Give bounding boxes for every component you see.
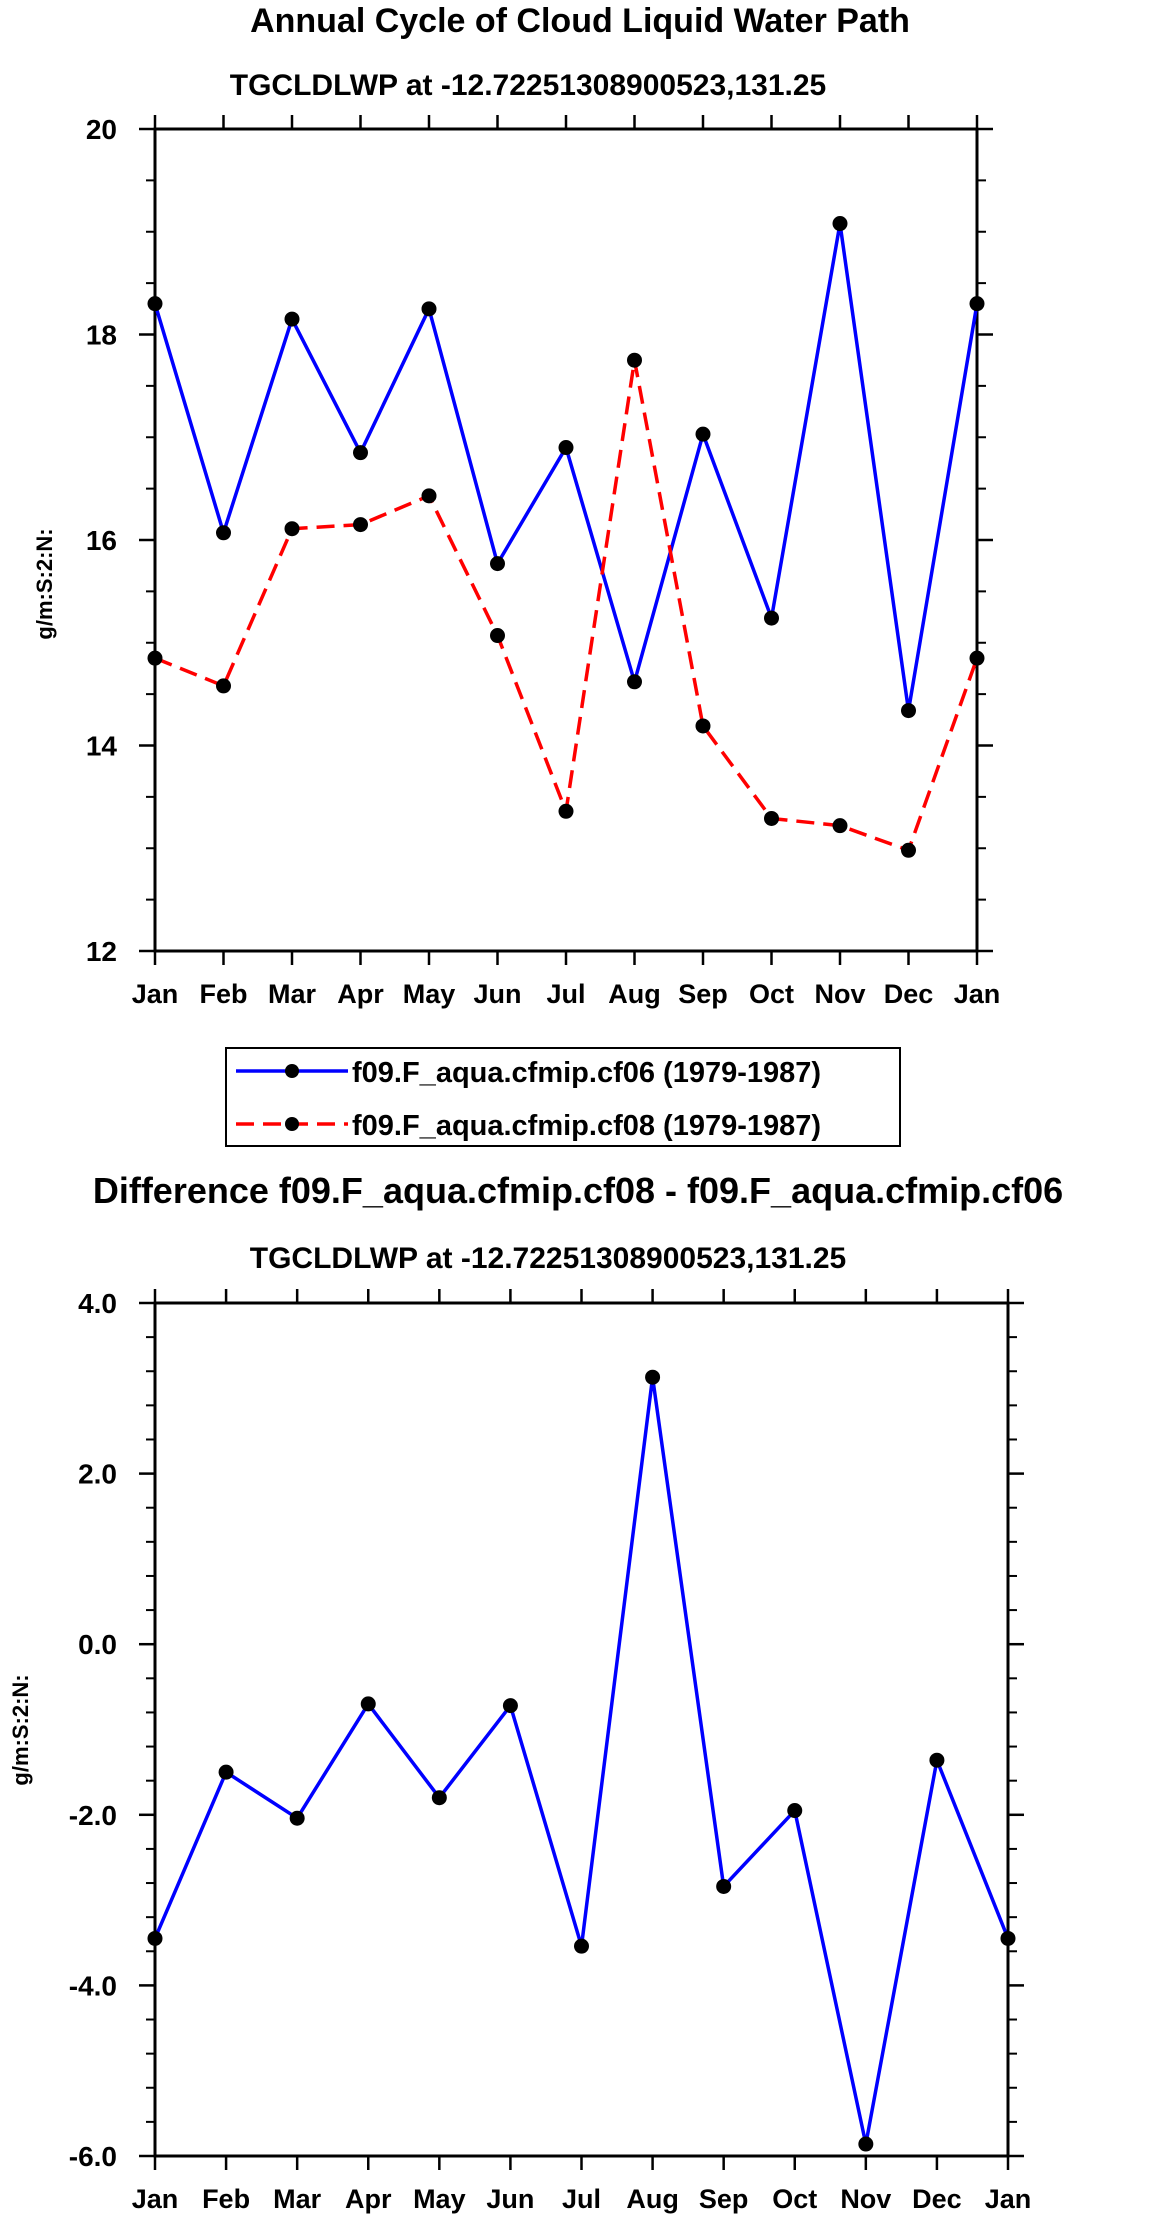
chart2-xtick-label: Aug: [626, 2184, 678, 2214]
chart1-series-1-point: [695, 718, 711, 734]
chart1-ytick-label: 18: [86, 320, 117, 351]
chart1-series-0-point: [284, 311, 300, 327]
chart2-subtitle: TGCLDLWP at -12.72251308900523,131.25: [250, 1242, 846, 1275]
chart1-series-0-point: [147, 296, 163, 312]
chart2-frame: [153, 1301, 1010, 2158]
legend-label-cf08: f09.F_aqua.cfmip.cf08 (1979-1987): [352, 1110, 821, 1142]
chart1-xtick-label: Sep: [678, 979, 728, 1009]
chart2-series-0-point: [502, 1698, 518, 1714]
chart1-series-1-point: [901, 842, 916, 858]
chart1-xtick-label: Mar: [268, 979, 317, 1009]
chart2-ytick-label: -2.0: [69, 1800, 117, 1831]
chart2-xtick-label: Jan: [132, 2184, 179, 2214]
chart1-series-1-point: [558, 803, 574, 819]
chart2-xtick-label: Jul: [562, 2184, 601, 2214]
chart2-series-0-point: [1000, 1930, 1016, 1946]
chart1-ytick-label: 12: [86, 936, 117, 967]
chart1-series-1-point: [832, 818, 848, 834]
chart2-series-0-point: [716, 1878, 732, 1894]
chart2-ytick-label: -6.0: [69, 2141, 117, 2172]
chart1-series-1-point: [627, 352, 642, 368]
chart2-series-0-point: [787, 1803, 803, 1819]
chart1-series-0-point: [764, 610, 779, 626]
chart2-series-0-point: [858, 2136, 874, 2152]
chart2-xtick-label: Jan: [985, 2184, 1032, 2214]
chart1-series-0-point: [421, 301, 437, 317]
chart1-xtick-label: Jul: [546, 979, 585, 1009]
legend-marker-cf06: [285, 1064, 299, 1078]
chart1-series-0-point: [832, 216, 848, 232]
chart1-subtitle: TGCLDLWP at -12.72251308900523,131.25: [230, 69, 826, 102]
chart1-series-1-point: [147, 650, 163, 666]
chart1-series-line-1: [154, 358, 979, 853]
chart2-ytick-label: 0.0: [78, 1629, 117, 1660]
chart2-xtick-label: Feb: [202, 2184, 250, 2214]
chart2-xtick-label: May: [413, 2184, 466, 2214]
chart2-xtick-label: Nov: [840, 2184, 891, 2214]
chart1-xtick-label: Apr: [337, 979, 384, 1009]
chart1-legend: f09.F_aqua.cfmip.cf06 (1979-1987) f09.F_…: [225, 1047, 901, 1147]
chart1-ytick-label: 20: [86, 114, 117, 145]
legend-label-cf06: f09.F_aqua.cfmip.cf06 (1979-1987): [352, 1057, 821, 1089]
chart2-xtick-label: Dec: [912, 2184, 962, 2214]
chart1-series-0-point: [490, 556, 505, 572]
chart1-plot-area: Jan Feb Mar Apr May Jun Jul Aug Sep Oct Nov Dec Jan 1…: [86, 114, 1000, 1009]
chart2-ytick-label: 2.0: [78, 1459, 117, 1490]
chart1-ytick-label: 14: [86, 731, 118, 762]
chart1-xtick-label: Aug: [608, 979, 660, 1009]
chart1-frame: [153, 127, 979, 953]
chart1-ylabel: g/m:S:2:N:: [32, 528, 57, 639]
legend-marker-cf08: [285, 1117, 299, 1131]
chart2-ytick-label: 4.0: [78, 1288, 117, 1319]
chart1-series-0-point: [969, 296, 985, 312]
chart2-series-0-point: [218, 1764, 234, 1780]
chart2-series-0-point: [645, 1369, 661, 1385]
legend-box: [225, 1047, 901, 1147]
chart1-series-1-point: [490, 628, 505, 644]
chart2-title: Difference f09.F_aqua.cfmip.cf08 - f09.F…: [93, 1170, 1063, 1211]
chart1-series-line-0: [153, 221, 979, 713]
chart1-title: Annual Cycle of Cloud Liquid Water Path: [250, 2, 910, 40]
chart2-xtick-label: Jun: [486, 2184, 534, 2214]
chart1-series-0-point: [901, 703, 916, 719]
chart1-xtick-label: Dec: [884, 979, 934, 1009]
chart2-series-line-0: [153, 1375, 1010, 2146]
chart1-xtick-label: Jan: [132, 979, 179, 1009]
chart1-xtick-label: Feb: [199, 979, 247, 1009]
chart2-series-0-point: [360, 1696, 376, 1712]
chart1-series-1-point: [284, 521, 300, 537]
chart1-xtick-label: Jun: [473, 979, 521, 1009]
chart2-xtick-label: Sep: [699, 2184, 749, 2214]
chart1-ytick-label: 16: [86, 525, 117, 556]
chart1-xtick-label: Oct: [749, 979, 794, 1009]
chart1-series-0-point: [627, 674, 642, 690]
chart2-series-0-point: [574, 1938, 589, 1954]
chart1-series-1-point: [764, 810, 779, 826]
chart2-series-0-point: [289, 1810, 305, 1826]
chart1-xtick-label: May: [403, 979, 456, 1009]
chart1-xtick-label: Nov: [814, 979, 865, 1009]
chart1-series-0-point: [558, 440, 574, 456]
chart2-series-0-point: [431, 1790, 447, 1806]
chart2-series-0-point: [147, 1930, 163, 1946]
chart1-series-0-point: [216, 525, 231, 541]
chart2-ylabel: g/m:S:2:N:: [8, 1674, 33, 1785]
chart1-series-0-point: [695, 426, 711, 442]
chart1-series-1-point: [216, 678, 231, 694]
chart1-series-1-point: [969, 650, 985, 666]
chart1-series-0-point: [353, 445, 368, 461]
chart2-xtick-label: Apr: [345, 2184, 392, 2214]
chart2-xtick-label: Oct: [772, 2184, 817, 2214]
chart2-plot-area: Jan Feb Mar Apr May Jun Jul Aug Sep Oct Nov Dec Jan-…: [69, 1288, 1032, 2214]
chart2-xtick-label: Mar: [273, 2184, 322, 2214]
chart2-series-0-point: [929, 1752, 945, 1768]
chart1-xtick-label: Jan: [954, 979, 1001, 1009]
chart1-series-1-point: [421, 488, 437, 504]
chart2-ytick-label: -4.0: [69, 1970, 117, 2001]
chart1-series-1-point: [353, 517, 368, 533]
